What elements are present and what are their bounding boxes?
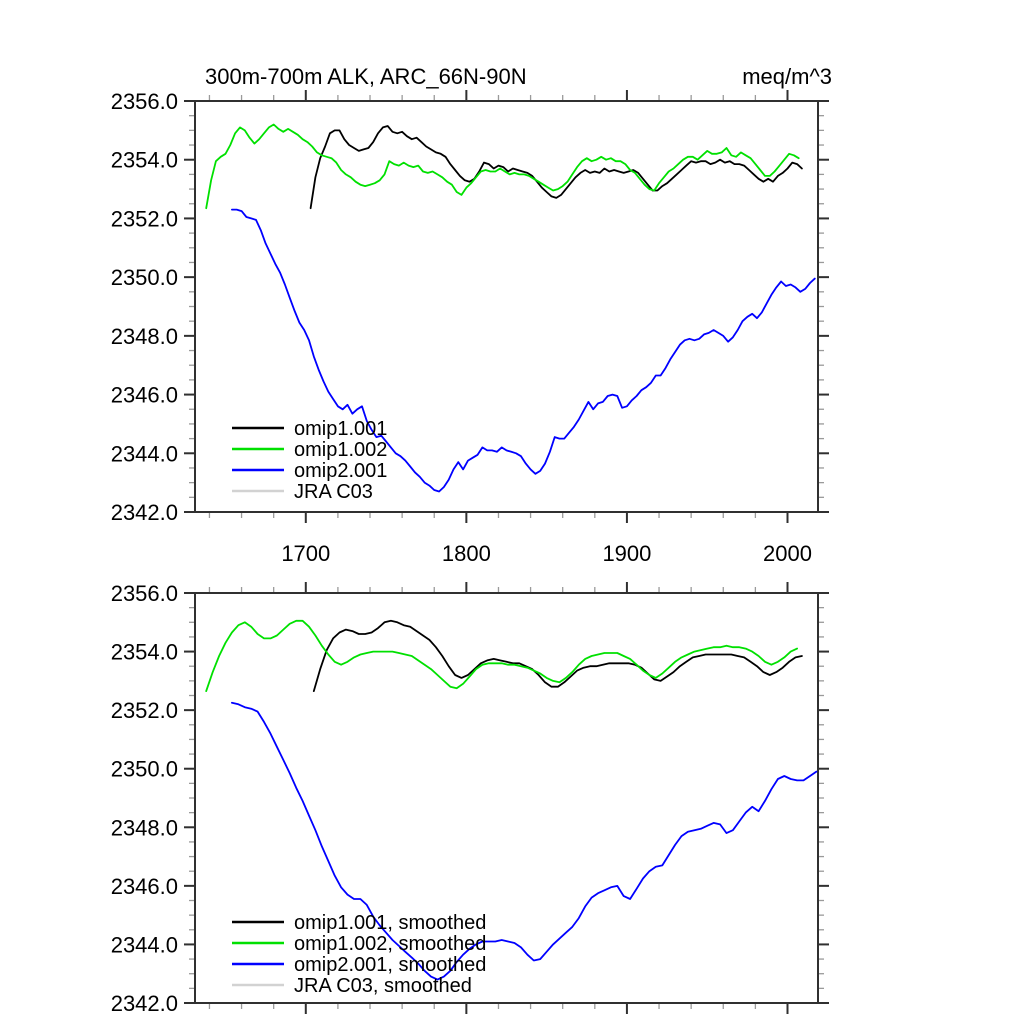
legend-label: omip1.002 bbox=[294, 439, 387, 461]
y-tick-label: 2348.0 bbox=[111, 324, 178, 349]
y-tick-label: 2342.0 bbox=[111, 991, 178, 1016]
x-tick-label: 1800 bbox=[442, 541, 491, 566]
y-tick-label: 2346.0 bbox=[111, 383, 178, 408]
x-tick-label: 1700 bbox=[281, 541, 330, 566]
y-tick-label: 2348.0 bbox=[111, 815, 178, 840]
y-tick-label: 2346.0 bbox=[111, 874, 178, 899]
legend-label: omip1.001, smoothed bbox=[294, 912, 486, 934]
y-tick-label: 2356.0 bbox=[111, 89, 178, 114]
legend-label: omip2.001 bbox=[294, 460, 387, 482]
panel-top: 300m-700m ALK, ARC_66N-90N meq/m^3 1700 180… bbox=[111, 64, 832, 566]
x-tick-label: 1900 bbox=[602, 541, 651, 566]
series-line-omip1-002 bbox=[205, 123, 800, 210]
series-line-omip2-001 bbox=[230, 208, 816, 493]
series-line-omip1-002-smoothed bbox=[205, 619, 798, 692]
plot-frame bbox=[194, 592, 819, 1004]
y-tick-label: 2350.0 bbox=[111, 265, 178, 290]
panel-bottom: 2342.0 2344.0 2346.0 2348.0 2350.0 2352.0 2354… bbox=[111, 581, 829, 1016]
y-tick-label: 2352.0 bbox=[111, 698, 178, 723]
plot-frame bbox=[194, 100, 819, 513]
y-tick-label: 2352.0 bbox=[111, 206, 178, 231]
y-tick-label: 2342.0 bbox=[111, 500, 178, 525]
legend-label: JRA C03 bbox=[294, 481, 373, 503]
series-line-omip1-001 bbox=[309, 125, 803, 210]
y-tick-label: 2344.0 bbox=[111, 932, 178, 957]
y-tick-label: 2350.0 bbox=[111, 757, 178, 782]
y-tick-label: 2356.0 bbox=[111, 581, 178, 606]
y-tick-label: 2354.0 bbox=[111, 640, 178, 665]
legend-label: JRA C03, smoothed bbox=[294, 975, 472, 997]
chart-title: 300m-700m ALK, ARC_66N-90N bbox=[205, 64, 527, 89]
series-line-omip2-001-smoothed bbox=[230, 701, 818, 981]
units-label: meq/m^3 bbox=[742, 64, 832, 89]
legend-label: omip2.001, smoothed bbox=[294, 954, 486, 976]
legend-label: omip1.001 bbox=[294, 418, 387, 440]
y-tick-label: 2344.0 bbox=[111, 441, 178, 466]
series-line-omip1-001-smoothed bbox=[312, 619, 803, 692]
legend-label: omip1.002, smoothed bbox=[294, 933, 486, 955]
x-tick-label: 2000 bbox=[763, 541, 812, 566]
y-tick-label: 2354.0 bbox=[111, 148, 178, 173]
